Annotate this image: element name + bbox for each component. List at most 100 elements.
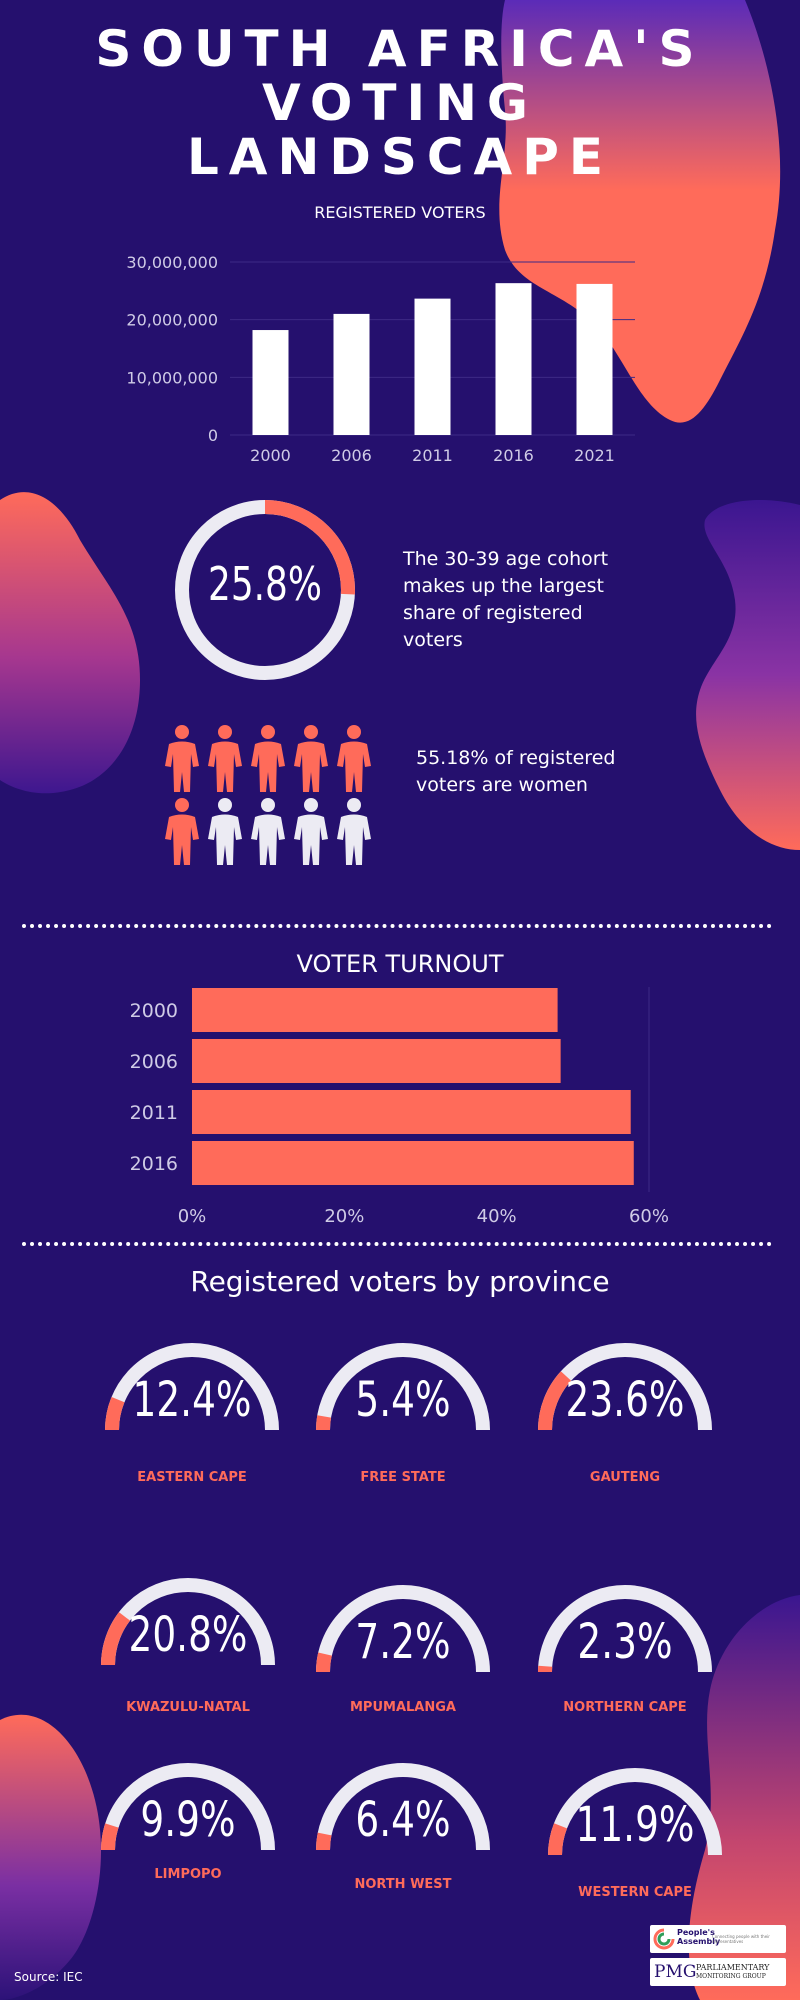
- turnout-bar-2006: [192, 1039, 561, 1083]
- person-body: [165, 814, 199, 865]
- pmg-line-2: MONITORING GROUP: [696, 1973, 766, 1980]
- gauge-fill: [315, 1832, 332, 1851]
- gauge-value: 6.4%: [355, 1792, 451, 1848]
- gauge-western-cape: [548, 1768, 722, 1856]
- person-icon: [251, 725, 285, 792]
- x-tick-label: 2000: [250, 446, 291, 465]
- province-label: MPUMALANGA: [350, 1700, 456, 1715]
- province-label: WESTERN CAPE: [578, 1885, 692, 1900]
- peoples-assembly-logo: People's Assembly Connecting people with…: [650, 1925, 786, 1953]
- cohort-ring-arc: [175, 500, 355, 680]
- province-label: GAUTENG: [589, 1470, 661, 1485]
- gauge-fill: [101, 1823, 119, 1851]
- y-tick-label: 10,000,000: [126, 368, 218, 387]
- bar-2006: [333, 313, 370, 435]
- gauge-value: 2.3%: [577, 1614, 673, 1670]
- gauge-mpumalanga: [316, 1585, 490, 1673]
- person-icon: [337, 798, 371, 865]
- gauge-fill: [316, 1652, 332, 1673]
- x-tick-label: 2016: [493, 446, 534, 465]
- gauge-value: 7.2%: [355, 1614, 451, 1670]
- person-icon: [337, 725, 371, 792]
- person-head: [175, 798, 189, 812]
- gauge-track: [316, 1585, 490, 1673]
- bar-2011: [414, 298, 451, 435]
- gauge-value: 20.8%: [128, 1607, 248, 1663]
- y-tick-label: 30,000,000: [126, 253, 218, 272]
- person-head: [261, 798, 275, 812]
- person-body: [251, 814, 285, 865]
- gauge-value: 23.6%: [565, 1372, 685, 1428]
- person-head: [218, 725, 232, 739]
- gauge-fill: [101, 1612, 131, 1666]
- blob-right-mid: [696, 500, 800, 850]
- provinces-title: Registered voters by province: [190, 1265, 610, 1298]
- blob-left-mid: [0, 492, 140, 794]
- voter-turnout-chart: 2000 2006 2011 2016 0% 20% 40% 60%: [130, 987, 669, 1225]
- person-icon: [294, 798, 328, 865]
- person-icon: [208, 725, 242, 792]
- person-head: [347, 798, 361, 812]
- pmg-mark: PMG: [654, 1962, 697, 1982]
- person-icon: [165, 725, 199, 792]
- gauge-track: [548, 1768, 722, 1856]
- gauge-track: [538, 1585, 712, 1673]
- divider-2: [22, 1242, 772, 1246]
- gauge-eastern-cape: [105, 1343, 279, 1431]
- blob-right-bottom: [688, 1595, 800, 2000]
- person-icon: [251, 798, 285, 865]
- peoples-assembly-tagline: Connecting people with their representat…: [712, 1934, 770, 1944]
- x-tick-label: 2021: [574, 446, 615, 465]
- person-body: [337, 814, 371, 865]
- gauge-track: [316, 1763, 490, 1851]
- person-body: [294, 814, 328, 865]
- province-label: KWAZULU-NATAL: [126, 1700, 250, 1715]
- voter-turnout-title: VOTER TURNOUT: [296, 950, 504, 978]
- x-tick-label: 2006: [331, 446, 372, 465]
- y-tick-label: 2011: [130, 1102, 178, 1124]
- cohort-description: The 30-39 age cohort makes up the larges…: [403, 548, 609, 651]
- gauge-value: 11.9%: [575, 1797, 695, 1853]
- gauge-northern-cape: [538, 1585, 712, 1673]
- y-tick-label: 20,000,000: [126, 311, 218, 330]
- pmg-logo: PMG PARLIAMENTARY MONITORING GROUP: [650, 1958, 786, 1986]
- gauge-fill: [105, 1396, 125, 1431]
- turnout-bar-2011: [192, 1090, 631, 1134]
- gauge-track: [316, 1343, 490, 1431]
- pmg-line-1: PARLIAMENTARY: [696, 1963, 770, 1972]
- person-head: [261, 725, 275, 739]
- gauge-kwazulu-natal: [101, 1578, 275, 1666]
- person-icon: [165, 798, 199, 865]
- person-body: [208, 741, 242, 792]
- gauge-free-state: [316, 1343, 490, 1431]
- women-icon-grid: [165, 725, 371, 865]
- blob-top-right: [499, 0, 781, 423]
- y-tick-label: 2016: [130, 1153, 178, 1175]
- cohort-ring: [175, 500, 355, 680]
- source-note: Source: IEC: [14, 1970, 83, 1984]
- registered-voters-title: REGISTERED VOTERS: [314, 203, 486, 222]
- province-label: EASTERN CAPE: [137, 1470, 247, 1485]
- x-tick-label: 20%: [324, 1206, 364, 1225]
- person-icon: [208, 798, 242, 865]
- gauge-value: 5.4%: [355, 1372, 451, 1428]
- gauge-value: 12.4%: [132, 1372, 252, 1428]
- bar-2000: [252, 330, 289, 435]
- person-icon: [294, 725, 328, 792]
- turnout-bar-2016: [192, 1141, 634, 1185]
- peoples-assembly-name: People's Assembly: [677, 1928, 721, 1946]
- gauge-fill: [548, 1823, 568, 1856]
- y-tick-label: 0: [208, 426, 218, 445]
- registered-voters-chart: 0 10,000,000 20,000,000 30,000,000 2000 2006 2…: [126, 253, 635, 465]
- gauge-limpopo: [101, 1763, 275, 1851]
- blob-left-bottom: [0, 1714, 101, 2000]
- gauge-value: 9.9%: [140, 1792, 236, 1848]
- x-tick-label: 40%: [477, 1206, 517, 1225]
- province-label: FREE STATE: [360, 1470, 446, 1485]
- province-label: LIMPOPO: [154, 1867, 222, 1882]
- y-tick-label: 2006: [130, 1051, 178, 1073]
- gauge-track: [101, 1763, 275, 1851]
- gauge-fill: [538, 1371, 572, 1431]
- person-body: [294, 741, 328, 792]
